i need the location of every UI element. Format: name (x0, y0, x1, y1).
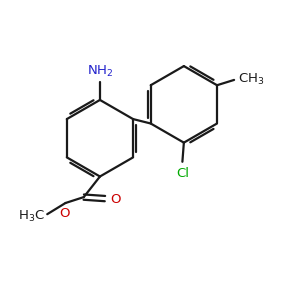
Text: O: O (110, 193, 121, 206)
Text: H$_3$C: H$_3$C (18, 209, 45, 224)
Text: O: O (59, 206, 70, 220)
Text: CH$_3$: CH$_3$ (238, 72, 265, 87)
Text: NH$_2$: NH$_2$ (87, 64, 114, 79)
Text: Cl: Cl (176, 167, 189, 180)
